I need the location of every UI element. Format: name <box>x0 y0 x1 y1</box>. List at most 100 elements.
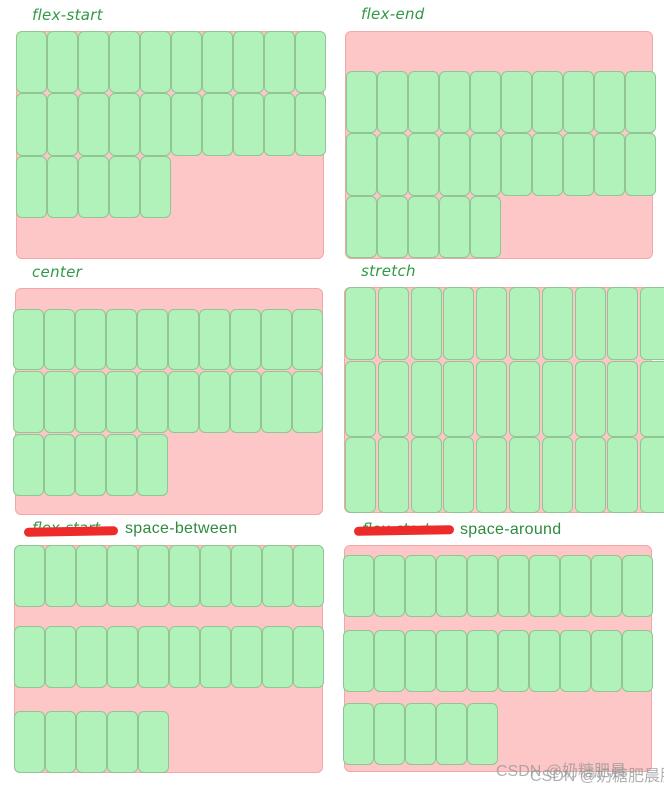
flex-item <box>622 555 653 617</box>
flex-item <box>13 434 44 496</box>
flex-item <box>295 93 326 156</box>
flex-item <box>45 545 76 607</box>
flex-item <box>346 196 377 258</box>
watermark-secondary: CSDN @奶糖肥晨肥 <box>530 768 664 785</box>
flex-item <box>498 555 529 617</box>
flex-item <box>405 555 436 617</box>
flex-item <box>140 31 171 93</box>
flex-item <box>374 555 405 617</box>
flex-item <box>45 626 76 688</box>
flex-item <box>541 437 573 513</box>
flex-item <box>16 93 47 156</box>
flex-item <box>171 93 202 156</box>
flex-item <box>106 434 137 496</box>
flex-item <box>374 703 405 765</box>
flex-item <box>109 156 140 218</box>
flex-item <box>529 630 560 692</box>
flex-item <box>292 309 323 370</box>
flex-item <box>377 361 409 437</box>
flex-item <box>476 437 508 513</box>
flex-item <box>202 93 233 156</box>
flex-item <box>607 361 639 437</box>
flex-item <box>594 71 625 133</box>
flex-item <box>13 309 44 370</box>
flex-item <box>75 309 106 370</box>
flex-item <box>560 630 591 692</box>
flex-item <box>436 555 467 617</box>
flex-item <box>14 545 45 607</box>
red-strike-mark <box>353 525 455 536</box>
flex-item <box>563 133 594 196</box>
flex-item <box>346 133 377 196</box>
flex-item <box>169 545 200 607</box>
flex-item <box>470 71 501 133</box>
flex-item <box>501 133 532 196</box>
flex-item <box>345 361 376 437</box>
flex-item <box>436 703 467 765</box>
flex-item <box>169 626 200 688</box>
flex-item <box>439 196 470 258</box>
flex-item <box>574 287 606 360</box>
flex-item <box>200 545 231 607</box>
label-space-between: space-between <box>125 520 238 537</box>
flex-item <box>14 711 45 773</box>
flex-item <box>408 71 439 133</box>
flex-item <box>137 371 168 433</box>
flex-item <box>76 626 107 688</box>
flex-item <box>405 630 436 692</box>
flex-item <box>377 287 409 360</box>
flex-item <box>405 703 436 765</box>
flex-item <box>436 630 467 692</box>
flex-item <box>14 626 45 688</box>
flex-item <box>443 287 475 360</box>
flex-item <box>498 630 529 692</box>
red-strike-mark <box>23 526 119 537</box>
flex-item <box>607 437 639 513</box>
flex-item <box>230 371 261 433</box>
flex-item <box>261 309 292 370</box>
flex-item <box>230 309 261 370</box>
flex-item <box>470 133 501 196</box>
flex-item <box>591 630 622 692</box>
flex-item <box>640 361 664 437</box>
flex-item <box>13 371 44 433</box>
label-center: center <box>32 263 83 281</box>
flex-item <box>410 287 442 360</box>
flex-item <box>541 287 573 360</box>
flex-item <box>16 156 47 218</box>
flex-item <box>106 371 137 433</box>
flex-item <box>470 196 501 258</box>
flex-item <box>47 156 78 218</box>
flex-item <box>476 361 508 437</box>
flex-item <box>640 437 664 513</box>
flex-item <box>45 711 76 773</box>
flex-item <box>467 703 498 765</box>
flex-item <box>563 71 594 133</box>
flex-item <box>199 309 230 370</box>
flex-item <box>541 361 573 437</box>
flex-item <box>560 555 591 617</box>
flex-item <box>377 133 408 196</box>
flex-item <box>264 31 295 93</box>
flex-item <box>47 31 78 93</box>
flex-item <box>261 371 292 433</box>
flex-item <box>532 71 563 133</box>
flex-item <box>202 31 233 93</box>
label-flex-start: flex-start <box>32 6 103 24</box>
flex-item <box>107 545 138 607</box>
flex-item <box>75 434 106 496</box>
flex-item <box>78 156 109 218</box>
flex-item <box>377 71 408 133</box>
flex-item <box>410 361 442 437</box>
flex-item <box>262 626 293 688</box>
flex-item <box>345 287 376 360</box>
flex-item <box>443 361 475 437</box>
flex-item <box>138 626 169 688</box>
flex-item <box>78 31 109 93</box>
flex-item <box>529 555 560 617</box>
flex-item <box>76 711 107 773</box>
label-stretch: stretch <box>361 262 416 280</box>
flex-item <box>408 133 439 196</box>
flex-item <box>408 196 439 258</box>
flex-item <box>75 371 106 433</box>
